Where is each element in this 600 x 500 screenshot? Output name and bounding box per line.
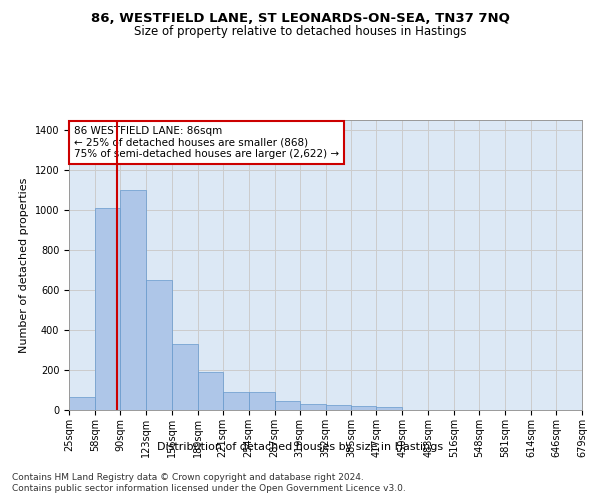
Bar: [172, 344, 197, 410]
Bar: [352, 406, 376, 410]
Y-axis label: Number of detached properties: Number of detached properties: [19, 178, 29, 352]
Text: 86, WESTFIELD LANE, ST LEONARDS-ON-SEA, TN37 7NQ: 86, WESTFIELD LANE, ST LEONARDS-ON-SEA, …: [91, 12, 509, 26]
Bar: [69, 397, 95, 410]
Text: Contains HM Land Registry data © Crown copyright and database right 2024.: Contains HM Land Registry data © Crown c…: [12, 472, 364, 482]
Bar: [120, 190, 146, 410]
Bar: [95, 208, 120, 410]
Text: Distribution of detached houses by size in Hastings: Distribution of detached houses by size …: [157, 442, 443, 452]
Bar: [197, 372, 223, 410]
Text: Contains public sector information licensed under the Open Government Licence v3: Contains public sector information licen…: [12, 484, 406, 493]
Bar: [248, 392, 275, 410]
Text: Size of property relative to detached houses in Hastings: Size of property relative to detached ho…: [134, 25, 466, 38]
Bar: [146, 280, 172, 410]
Bar: [325, 405, 352, 410]
Bar: [376, 407, 403, 410]
Bar: [299, 404, 325, 410]
Bar: [275, 400, 299, 410]
Text: 86 WESTFIELD LANE: 86sqm
← 25% of detached houses are smaller (868)
75% of semi-: 86 WESTFIELD LANE: 86sqm ← 25% of detach…: [74, 126, 339, 159]
Bar: [223, 392, 248, 410]
